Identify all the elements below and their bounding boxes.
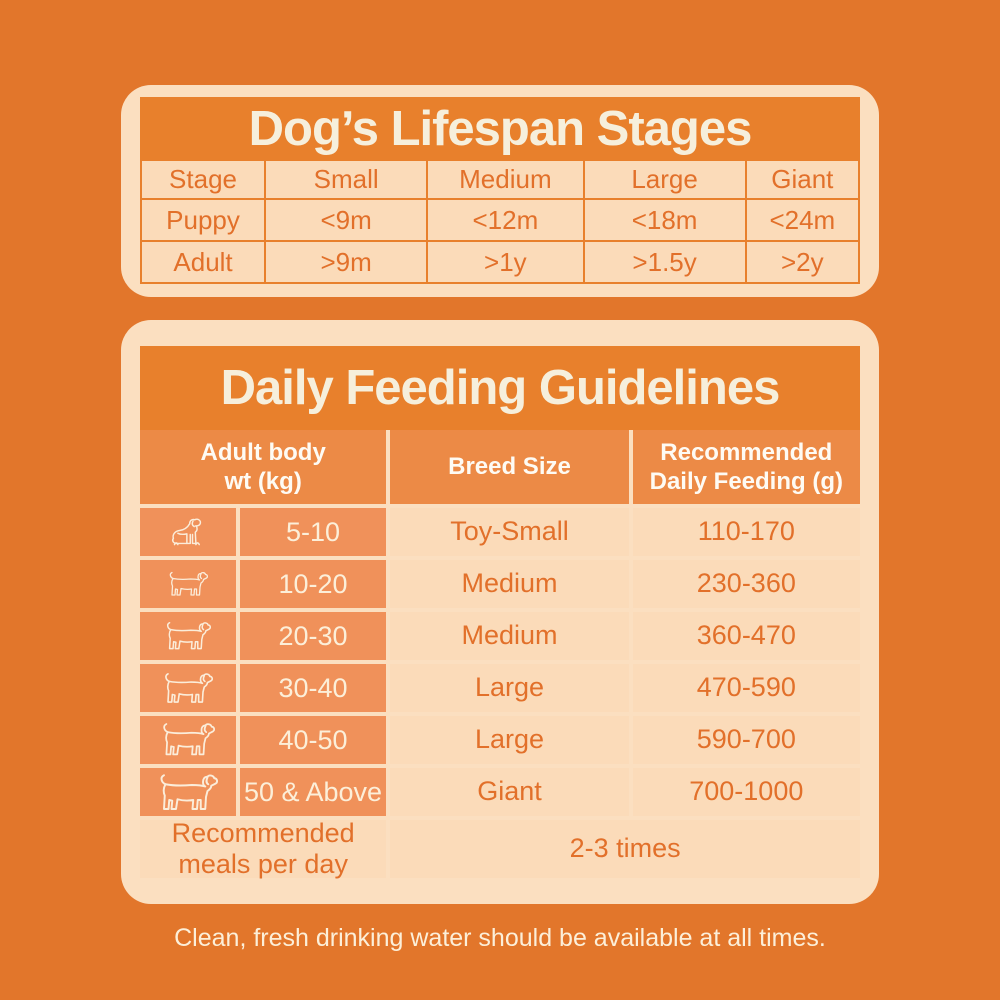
breed-cell: Large	[390, 664, 629, 712]
meals-per-day-label: Recommended meals per day	[140, 818, 387, 879]
dog-size-cell	[140, 768, 236, 816]
dog-standing-icon	[158, 773, 218, 812]
dog-standing-icon	[163, 672, 213, 705]
lifespan-cell: <24m	[746, 200, 858, 240]
feeding-card-header: Daily Feeding Guidelines	[140, 346, 860, 430]
weight-cell: 30-40	[239, 664, 387, 712]
dog-size-cell	[140, 716, 236, 764]
lifespan-cell: >1y	[428, 242, 583, 282]
lifespan-cell: >9m	[266, 242, 427, 282]
feeding-col-header-daily: Recommended Daily Feeding (g)	[632, 430, 860, 504]
lifespan-col-header-stage: Stage	[142, 161, 265, 198]
feeding-cell: 110-170	[632, 508, 860, 556]
lifespan-card: Dog’s Lifespan Stages Stage Small Medium…	[121, 85, 879, 297]
weight-cell: 50 & Above	[239, 768, 387, 816]
lifespan-cell: <18m	[584, 200, 745, 240]
lifespan-cell: >1.5y	[584, 242, 745, 282]
lifespan-cell: <12m	[428, 200, 583, 240]
puppy-sitting-icon	[170, 517, 206, 546]
lifespan-card-header: Dog’s Lifespan Stages	[140, 97, 860, 161]
lifespan-table: Stage Small Medium Large Giant Puppy <9m…	[140, 161, 860, 284]
water-note: Clean, fresh drinking water should be av…	[174, 924, 826, 952]
meals-per-day-value: 2-3 times	[390, 820, 860, 878]
dog-size-cell	[140, 612, 236, 660]
feeding-col-header-weight-label: Adult body wt (kg)	[200, 438, 326, 495]
feeding-cell: 470-590	[632, 664, 860, 712]
feeding-cell: 700-1000	[632, 768, 860, 816]
feeding-col-header-breed-label: Breed Size	[448, 453, 571, 481]
dog-standing-icon	[161, 722, 215, 757]
lifespan-col-header-small: Small	[266, 161, 427, 198]
feeding-cell: 360-470	[632, 612, 860, 660]
lifespan-cell-adult-stage: Adult	[142, 242, 265, 282]
feeding-title: Daily Feeding Guidelines	[220, 361, 781, 415]
feeding-card: Daily Feeding Guidelines Adult body wt (…	[121, 320, 879, 904]
lifespan-col-header-large: Large	[584, 161, 745, 198]
lifespan-cell: <9m	[266, 200, 427, 240]
dog-standing-icon	[165, 621, 211, 651]
weight-cell: 10-20	[239, 560, 387, 608]
breed-cell: Medium	[390, 612, 629, 660]
feeding-col-header-weight: Adult body wt (kg)	[140, 430, 387, 504]
dog-size-cell	[140, 560, 236, 608]
breed-cell: Toy-Small	[390, 508, 629, 556]
lifespan-cell-puppy-stage: Puppy	[142, 200, 265, 240]
lifespan-cell: >2y	[746, 242, 858, 282]
weight-cell: 40-50	[239, 716, 387, 764]
weight-cell: 5-10	[239, 508, 387, 556]
lifespan-col-header-medium: Medium	[428, 161, 583, 198]
weight-cell: 20-30	[239, 612, 387, 660]
lifespan-title: Dog’s Lifespan Stages	[248, 102, 753, 156]
breed-cell: Medium	[390, 560, 629, 608]
feeding-col-header-breed: Breed Size	[390, 430, 629, 504]
feeding-cell: 230-360	[632, 560, 860, 608]
breed-cell: Giant	[390, 768, 629, 816]
dog-standing-icon	[168, 571, 208, 597]
feeding-cell: 590-700	[632, 716, 860, 764]
feeding-col-header-daily-label: Recommended Daily Feeding (g)	[649, 438, 843, 495]
breed-cell: Large	[390, 716, 629, 764]
lifespan-col-header-giant: Giant	[746, 161, 858, 198]
dog-size-cell	[140, 508, 236, 556]
dog-size-cell	[140, 664, 236, 712]
feeding-table: Adult body wt (kg) Breed Size Recommende…	[140, 430, 860, 879]
